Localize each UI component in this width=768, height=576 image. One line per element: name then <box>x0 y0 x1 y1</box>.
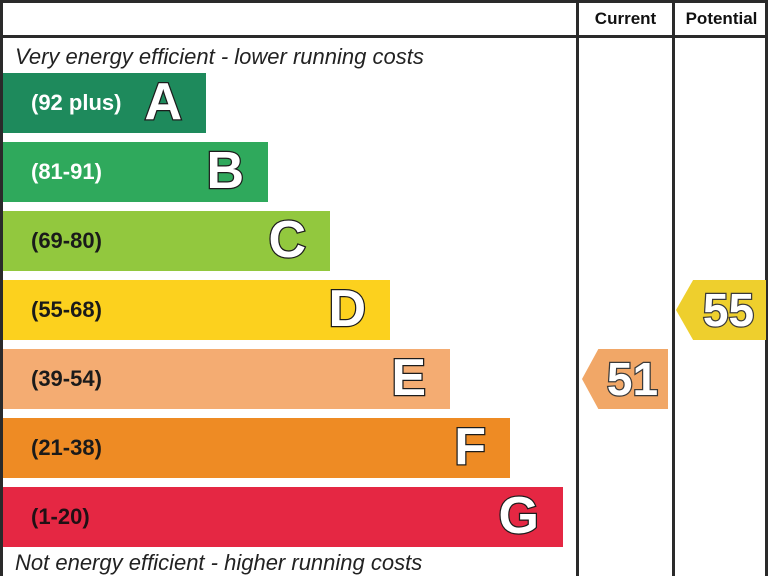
current-column-divider <box>576 0 579 576</box>
band-letter-label: G <box>497 486 540 547</box>
rating-band-c: (69-80) C <box>3 210 330 271</box>
current-column-header: Current <box>594 9 657 28</box>
rating-band-f: (21-38) F <box>3 417 510 478</box>
potential-arrow: 55 <box>676 280 766 340</box>
band-letter-label: C <box>267 210 307 271</box>
band-range-label: (92 plus) <box>31 90 122 115</box>
header-divider-line <box>0 35 768 38</box>
band-letter-label: A <box>143 72 183 133</box>
band-range-label: (55-68) <box>31 297 102 322</box>
band-range-label: (1-20) <box>31 504 90 529</box>
current-score-value: 51 <box>606 352 660 407</box>
band-range-label: (21-38) <box>31 435 102 460</box>
potential-score-value: 55 <box>702 283 756 338</box>
potential-column-divider <box>672 0 675 576</box>
rating-band-e: (39-54) E <box>3 348 450 409</box>
band-letter-label: B <box>205 141 245 202</box>
chart-border-top <box>0 0 768 3</box>
rating-band-d: (55-68) D <box>3 279 390 340</box>
top-caption: Very energy efficient - lower running co… <box>15 44 424 69</box>
rating-band-a: (92 plus) A <box>3 72 206 133</box>
band-range-label: (81-91) <box>31 159 102 184</box>
potential-column-header: Potential <box>685 9 758 28</box>
band-letter-label: F <box>453 417 487 478</box>
band-range-label: (69-80) <box>31 228 102 253</box>
chart-border-right <box>765 0 768 576</box>
band-letter-label: E <box>390 348 427 409</box>
bottom-caption: Not energy efficient - higher running co… <box>15 550 423 575</box>
band-letter-label: D <box>327 279 367 340</box>
band-range-label: (39-54) <box>31 366 102 391</box>
chart-border-left <box>0 0 3 576</box>
rating-band-g: (1-20) G <box>3 486 563 547</box>
rating-band-b: (81-91) B <box>3 141 268 202</box>
current-arrow: 51 <box>582 349 668 409</box>
